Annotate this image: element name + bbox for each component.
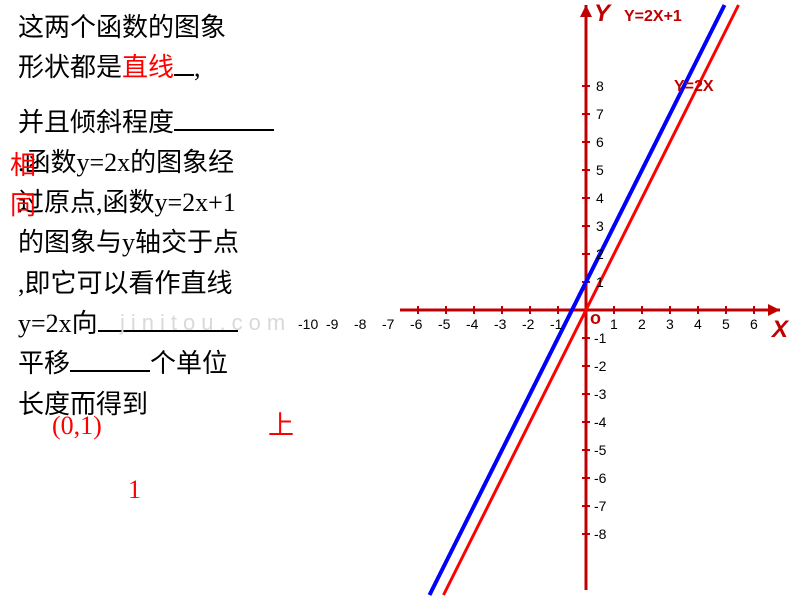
- comma1: ,: [194, 53, 201, 82]
- x-axis-label: X: [772, 316, 788, 344]
- question-text: 这两个函数的图象 形状都是直线, 并且倾斜程度 相同.函数y=2x的图象经 过原…: [18, 8, 418, 425]
- coordinate-chart: YXo87654321-1-2-3-4-5-6-7-8123456-1-2-3-…: [400, 0, 800, 600]
- t7b: 个单位: [150, 349, 228, 378]
- t2a: 并且倾斜程度: [18, 108, 174, 137]
- t3: 过原点,函数y=2x+1: [18, 188, 236, 217]
- ans1: 直线: [122, 53, 174, 82]
- t1a: 这两个函数的图象: [18, 13, 226, 42]
- t1b: 形状都是: [18, 53, 122, 82]
- t2b: .函数y=2x的图象经: [18, 148, 234, 177]
- blank4: [70, 346, 150, 372]
- origin-label: o: [590, 308, 601, 329]
- t5a: ,即它可以看作直线: [18, 269, 233, 298]
- ans4: 1: [128, 470, 141, 510]
- blank2: [174, 105, 274, 131]
- blank1: [174, 50, 194, 76]
- t4: 的图象与y轴交于点: [18, 228, 239, 257]
- ans3: (0,1): [52, 406, 102, 446]
- line2-label: Y=2X: [674, 78, 714, 96]
- ans2: 相同: [10, 146, 36, 227]
- t7a: 平移: [18, 349, 70, 378]
- ans3b: 上: [268, 406, 294, 446]
- line1-label: Y=2X+1: [624, 8, 682, 26]
- y-axis-label: Y: [594, 0, 610, 28]
- watermark: jinitou.com: [120, 310, 291, 336]
- t6a: y=2x向: [18, 309, 98, 338]
